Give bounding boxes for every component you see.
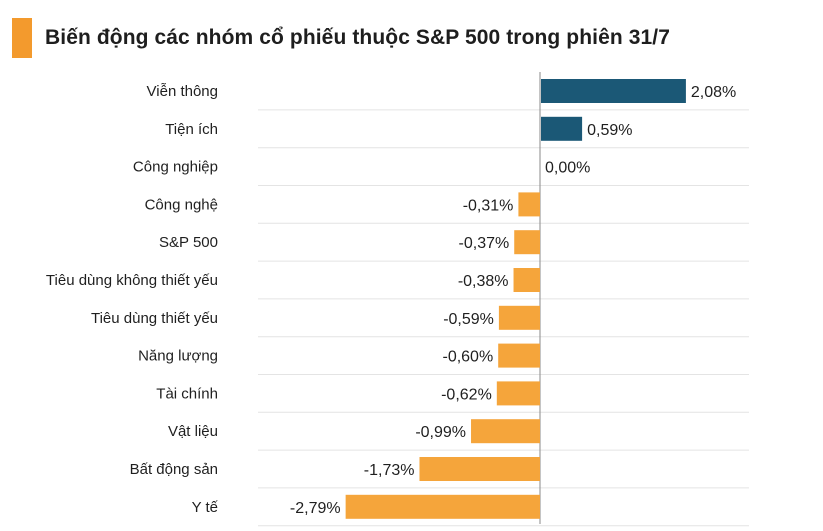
chart-header: Biến động các nhóm cổ phiếu thuộc S&P 50… xyxy=(12,18,670,58)
value-label: -0,59% xyxy=(443,311,494,328)
value-label: -1,73% xyxy=(364,462,415,479)
category-label: Tài chính xyxy=(156,385,218,402)
value-label: 0,59% xyxy=(587,122,632,139)
chart-title: Biến động các nhóm cổ phiếu thuộc S&P 50… xyxy=(45,26,671,49)
value-label: -0,60% xyxy=(442,349,493,366)
value-label: -0,62% xyxy=(441,386,492,403)
value-label: 2,08% xyxy=(691,84,736,101)
category-label: Công nghệ xyxy=(145,196,218,213)
category-label: Tiêu dùng không thiết yếu xyxy=(46,272,218,289)
category-label: Bất động sản xyxy=(130,461,218,478)
bar xyxy=(514,230,540,255)
category-label: Năng lượng xyxy=(138,348,218,365)
category-label: Tiện ích xyxy=(165,121,218,138)
category-label: Công nghiệp xyxy=(133,159,218,176)
value-label: -0,37% xyxy=(459,235,510,252)
title-accent-bar xyxy=(12,18,32,58)
category-label: S&P 500 xyxy=(159,234,218,251)
bar xyxy=(518,192,540,217)
value-label: -0,38% xyxy=(458,273,509,290)
bar xyxy=(513,268,540,292)
bar xyxy=(498,343,540,368)
bar xyxy=(471,419,540,444)
category-label: Viễn thông xyxy=(147,83,218,100)
value-label: -0,99% xyxy=(415,424,466,441)
bar xyxy=(419,457,540,481)
bar xyxy=(496,381,540,406)
category-label: Y tế xyxy=(192,499,219,516)
bar xyxy=(498,305,540,330)
bar xyxy=(541,79,686,103)
bar xyxy=(541,116,583,141)
bar xyxy=(345,494,540,519)
value-label: 0,00% xyxy=(545,160,590,177)
value-label: -2,79% xyxy=(290,500,341,517)
category-label: Tiêu dùng thiết yếu xyxy=(91,310,218,327)
value-label: -0,31% xyxy=(463,197,514,214)
category-label: Vật liệu xyxy=(168,423,218,440)
